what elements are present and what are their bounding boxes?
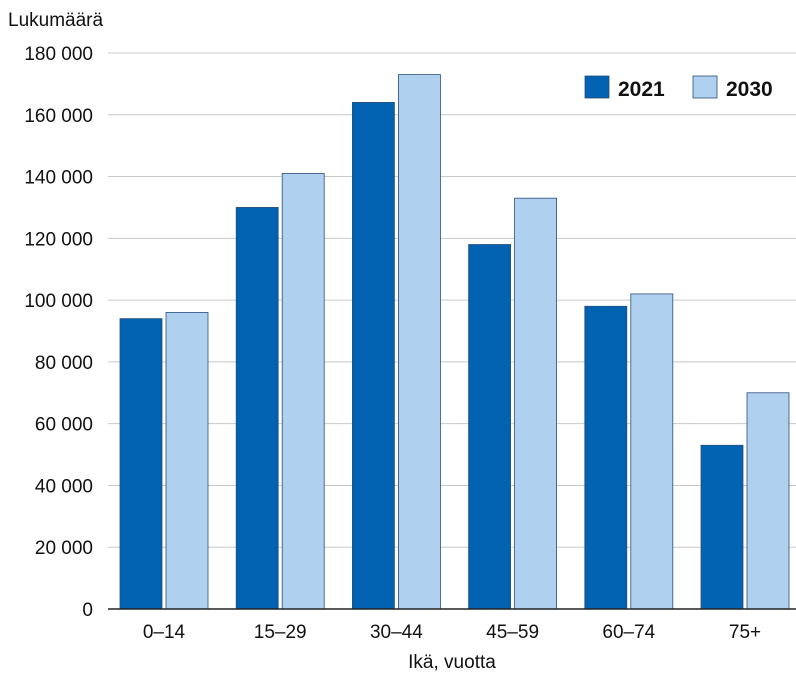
- y-tick-label: 140 000: [24, 168, 93, 189]
- bar-2021-1: [235, 207, 279, 610]
- y-tick-label: 40 000: [35, 476, 93, 497]
- legend-label-2030: 2030: [726, 78, 773, 101]
- y-tick-label: 160 000: [24, 106, 93, 127]
- y-tick-label: 100 000: [24, 291, 93, 312]
- x-tick-label: 30–44: [370, 622, 423, 643]
- bar-2030-5: [746, 392, 790, 610]
- bar-2030-4: [630, 293, 674, 610]
- y-tick-label: 120 000: [24, 229, 93, 250]
- y-axis-label: Lukumäärä: [8, 10, 103, 31]
- bar-2021-0: [119, 318, 163, 610]
- bar-2030-1: [281, 173, 325, 610]
- legend-swatch-2021: [584, 75, 610, 99]
- x-tick-label: 75+: [729, 622, 761, 643]
- y-tick-label: 0: [82, 600, 93, 621]
- y-tick-label: 60 000: [35, 415, 93, 436]
- x-axis-label: Ikä, vuotta: [408, 652, 496, 673]
- x-tick-label: 60–74: [602, 622, 655, 643]
- bar-2030-0: [165, 312, 209, 610]
- bar-2021-5: [700, 444, 744, 610]
- x-tick-label: 45–59: [486, 622, 539, 643]
- x-tick-labels: 0–14 15–29 30–44 45–59 60–74 75+: [143, 622, 761, 643]
- y-tick-label: 180 000: [24, 44, 93, 65]
- bar-2021-4: [584, 305, 628, 610]
- y-tick-labels: 0 20 000 40 000 60 000 80 000 100 000 120 000 1…: [24, 44, 93, 621]
- x-tick-label: 15–29: [254, 622, 307, 643]
- y-tick-label: 20 000: [35, 538, 93, 559]
- gridlines: [108, 52, 796, 548]
- bar-2021-3: [468, 244, 512, 610]
- bar-2030-2: [397, 74, 441, 610]
- x-tick-label: 0–14: [143, 622, 186, 643]
- bars: [119, 74, 790, 610]
- legend-swatch-2030: [692, 75, 718, 99]
- bar-2030-3: [514, 197, 557, 610]
- legend: 2021 2030: [584, 75, 773, 101]
- legend-label-2021: 2021: [618, 78, 665, 101]
- bar-2021-2: [351, 102, 395, 610]
- y-tick-label: 80 000: [35, 353, 93, 374]
